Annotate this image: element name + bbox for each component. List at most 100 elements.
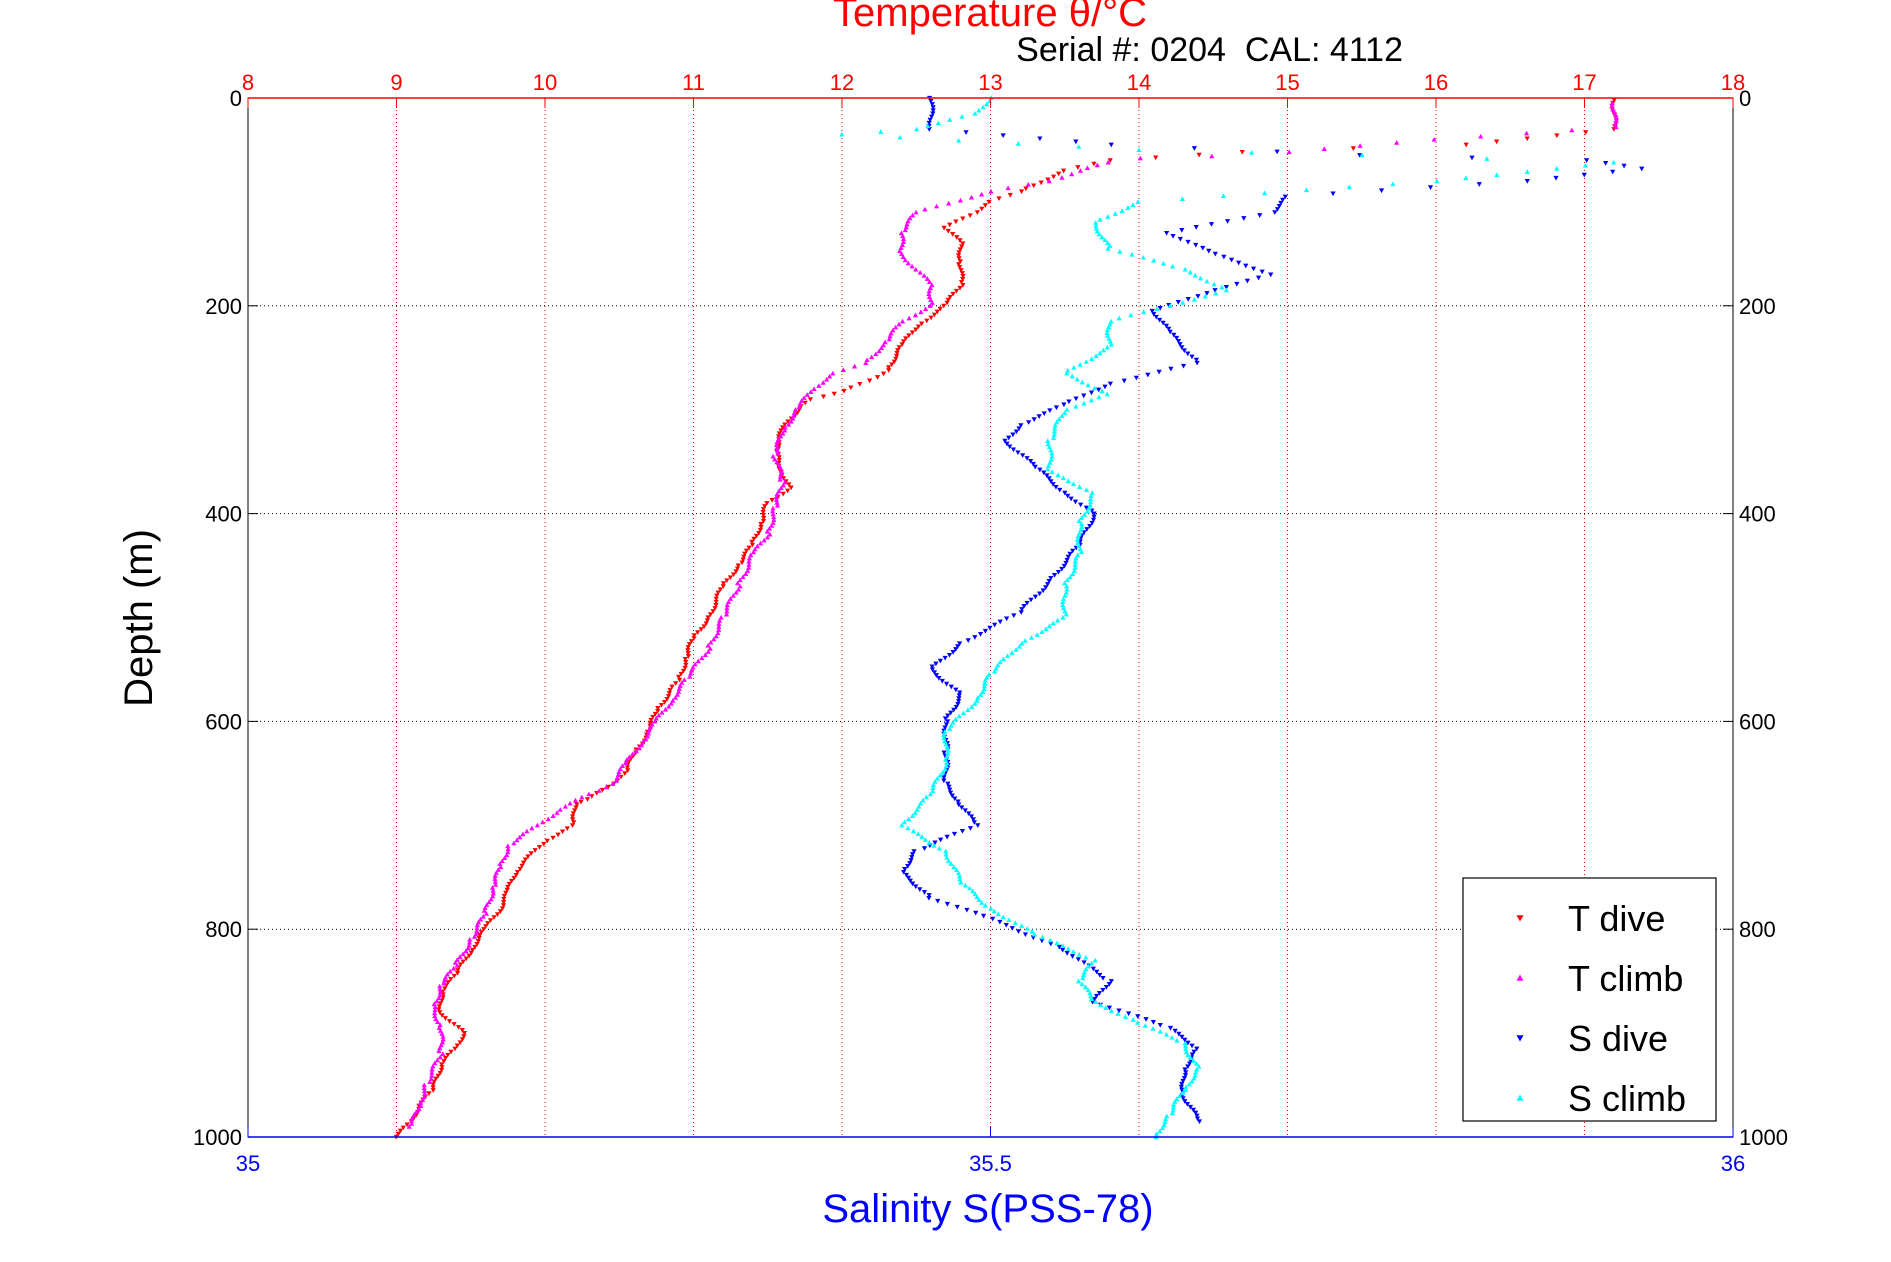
data-point [903, 224, 909, 230]
data-point [678, 671, 684, 677]
data-point [430, 1085, 436, 1090]
data-point [1059, 175, 1065, 180]
data-point [1434, 178, 1440, 184]
data-point [1108, 142, 1114, 148]
data-point [954, 867, 960, 873]
data-point [441, 980, 447, 986]
data-point [1060, 947, 1066, 953]
data-point [1093, 222, 1099, 228]
data-point [1023, 186, 1029, 192]
data-point [433, 1076, 439, 1082]
data-point [900, 239, 907, 245]
data-point [926, 893, 932, 898]
data-point [454, 957, 460, 962]
data-point [1200, 245, 1206, 251]
data-point [1007, 444, 1013, 450]
data-point [1094, 162, 1100, 168]
data-point [1013, 429, 1020, 435]
data-point [486, 899, 492, 905]
data-point [1196, 1119, 1203, 1125]
data-point [445, 1052, 451, 1058]
data-point [909, 855, 915, 860]
data-point [959, 271, 965, 276]
data-point [941, 775, 947, 781]
data-point [905, 864, 911, 869]
data-point [969, 704, 975, 709]
data-point [1181, 1076, 1188, 1081]
data-point [400, 1125, 406, 1131]
data-point [1070, 481, 1077, 486]
data-point [988, 905, 994, 911]
data-point [1191, 296, 1198, 302]
data-point [498, 864, 504, 869]
data-point [1104, 391, 1110, 397]
data-point [514, 869, 521, 875]
data-point [760, 518, 767, 524]
data-point [1028, 458, 1034, 464]
data-point [1211, 281, 1217, 287]
data-point [1189, 1052, 1195, 1058]
data-point [987, 625, 993, 631]
data-point [1187, 269, 1193, 275]
data-point [522, 857, 528, 863]
data-point [1122, 1014, 1129, 1019]
data-point [1065, 478, 1071, 484]
data-point [910, 212, 916, 218]
data-point [1024, 600, 1030, 606]
data-point [1087, 502, 1093, 508]
data-point [723, 611, 730, 617]
data-point [950, 291, 956, 297]
data-point [1128, 312, 1134, 318]
data-point [430, 1063, 436, 1069]
data-point [1083, 487, 1090, 492]
data-point [900, 236, 907, 242]
data-point [956, 262, 962, 267]
data-point [1040, 588, 1046, 594]
data-point [776, 431, 782, 437]
data-point [757, 527, 763, 533]
data-point [492, 882, 499, 887]
data-point [474, 925, 480, 931]
data-point [1076, 951, 1082, 957]
data-point [468, 950, 474, 956]
data-point [713, 596, 719, 602]
data-point [1045, 466, 1051, 472]
data-point [1194, 1116, 1201, 1122]
data-point [761, 537, 767, 543]
data-point [1193, 1110, 1199, 1116]
data-point [682, 665, 688, 671]
data-point [1079, 981, 1085, 987]
data-point [1243, 263, 1249, 269]
data-point [1157, 1128, 1163, 1134]
data-point [439, 1065, 445, 1070]
data-point [780, 491, 786, 497]
data-point [956, 802, 962, 808]
data-point [760, 510, 766, 515]
data-point [1431, 136, 1437, 142]
data-point [924, 318, 930, 324]
data-point [490, 890, 496, 896]
data-point [967, 213, 973, 219]
data-point [944, 300, 950, 306]
data-point [555, 832, 561, 838]
data-point [545, 816, 551, 822]
data-point [788, 485, 794, 491]
data-point [437, 1001, 444, 1007]
data-point [724, 602, 730, 608]
data-point [1611, 97, 1617, 103]
serial-annotation: Serial #: 0204 CAL: 4112 [1016, 31, 1403, 69]
data-point [501, 900, 507, 905]
data-point [944, 834, 950, 840]
data-point [1187, 1061, 1193, 1067]
y-tick-label: 800 [205, 917, 242, 942]
data-point [1069, 373, 1075, 379]
data-point [1083, 505, 1089, 511]
data-point [508, 878, 515, 884]
data-point [1064, 577, 1070, 583]
data-point [1175, 339, 1182, 344]
data-point [532, 848, 538, 853]
data-point [685, 654, 692, 659]
data-point [1018, 189, 1025, 195]
data-point [972, 701, 978, 706]
data-point [421, 1085, 427, 1091]
